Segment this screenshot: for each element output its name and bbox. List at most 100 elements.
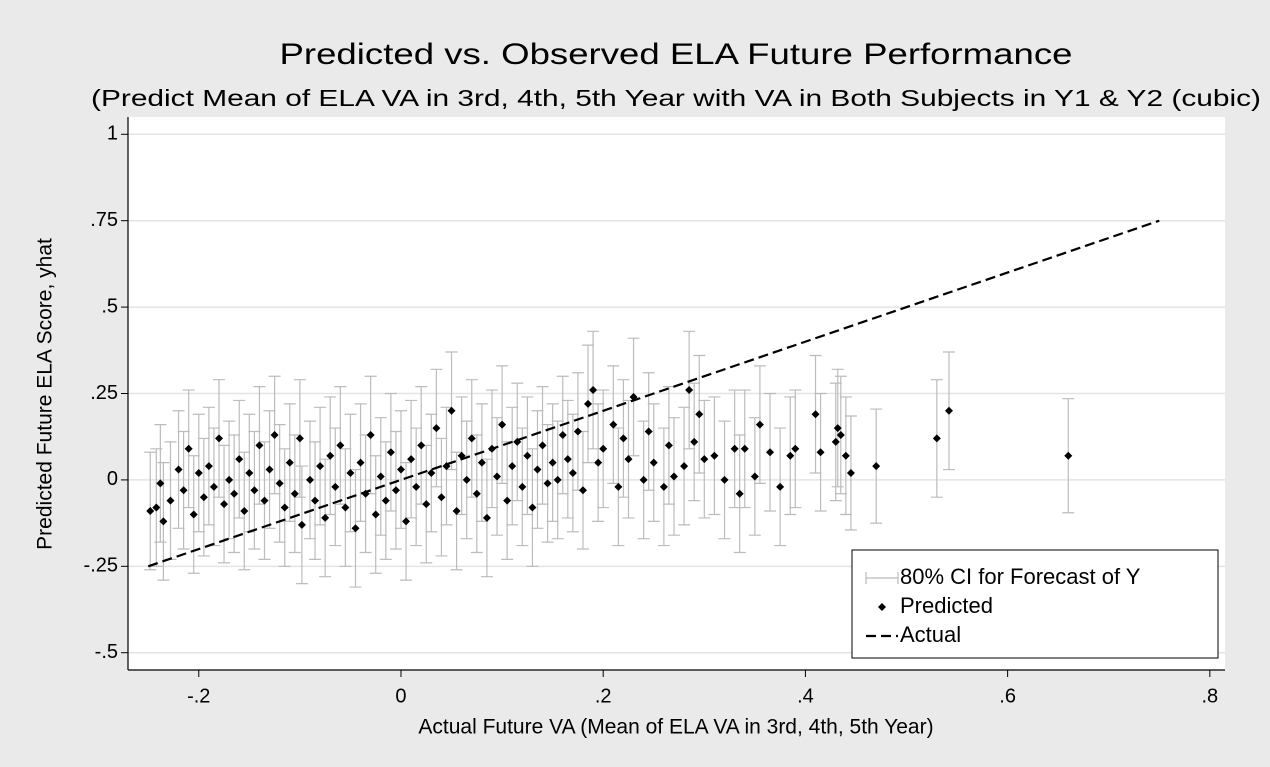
- point: [750, 472, 759, 481]
- point: [174, 465, 183, 474]
- point: [311, 496, 320, 505]
- y-tick-label: -.5: [95, 641, 118, 663]
- point: [735, 489, 744, 498]
- point: [295, 434, 304, 443]
- point: [366, 430, 375, 439]
- point: [589, 386, 598, 395]
- legend-symbol: [865, 572, 899, 584]
- point: [659, 482, 668, 491]
- point: [437, 493, 446, 502]
- point: [179, 486, 188, 495]
- point: [376, 472, 385, 481]
- point: [811, 410, 820, 419]
- point: [568, 468, 577, 477]
- y-tick-label: 1: [107, 123, 118, 145]
- point: [816, 448, 825, 457]
- points: [146, 386, 1073, 533]
- point: [482, 513, 491, 522]
- point: [740, 444, 749, 453]
- point: [442, 462, 451, 471]
- point: [477, 458, 486, 467]
- axes: -.5 -.25 0 .25 .5 .75 1 -.2 0 .2 .4 .6 .8: [84, 117, 1225, 707]
- point: [336, 441, 345, 450]
- point: [508, 462, 517, 471]
- x-tick-label: 0: [395, 685, 406, 707]
- point: [297, 520, 306, 529]
- point: [487, 444, 496, 453]
- point: [255, 441, 264, 450]
- point: [152, 503, 161, 512]
- point: [629, 392, 638, 401]
- point: [280, 503, 289, 512]
- point: [730, 444, 739, 453]
- point: [700, 455, 709, 464]
- point: [290, 489, 299, 498]
- point: [189, 510, 198, 519]
- point: [225, 475, 234, 484]
- point: [584, 399, 593, 408]
- point: [417, 441, 426, 450]
- point: [558, 430, 567, 439]
- point: [538, 441, 547, 450]
- point: [836, 430, 845, 439]
- point: [695, 410, 704, 419]
- point: [184, 444, 193, 453]
- point: [156, 479, 165, 488]
- point: [872, 462, 881, 471]
- point: [245, 468, 254, 477]
- point: [791, 444, 800, 453]
- actual-line: [147, 219, 1160, 568]
- point: [680, 462, 689, 471]
- point: [447, 406, 456, 415]
- x-axis-label: Actual Future VA (Mean of ELA VA in 3rd,…: [418, 716, 933, 739]
- x-tick-label: .4: [797, 685, 814, 707]
- point: [402, 517, 411, 526]
- point: [265, 465, 274, 474]
- point: [391, 486, 400, 495]
- point: [467, 434, 476, 443]
- point: [669, 472, 678, 481]
- grid: [128, 133, 1225, 654]
- point: [599, 444, 608, 453]
- point: [523, 451, 532, 460]
- point: [220, 500, 229, 509]
- point: [614, 482, 623, 491]
- point: [462, 475, 471, 484]
- point: [214, 434, 223, 443]
- point: [690, 437, 699, 446]
- y-tick-label: .25: [90, 382, 118, 404]
- point: [710, 451, 719, 460]
- y-tick-label: .5: [101, 295, 118, 317]
- y-tick-label: .75: [90, 209, 118, 231]
- point: [316, 462, 325, 471]
- point: [664, 441, 673, 450]
- point: [609, 420, 618, 429]
- point: [166, 496, 175, 505]
- point: [159, 517, 168, 526]
- y-tick-label: -.25: [84, 555, 118, 577]
- point: [649, 458, 658, 467]
- point: [543, 479, 552, 488]
- lines: [147, 219, 1160, 568]
- point: [381, 496, 390, 505]
- point: [841, 451, 850, 460]
- legend-label: Actual: [900, 622, 961, 647]
- point: [1064, 451, 1073, 460]
- point: [831, 437, 840, 446]
- y-axis-label: Predicted Future ELA Score, yhat: [34, 238, 57, 550]
- point: [235, 455, 244, 464]
- point: [513, 437, 522, 446]
- x-tick-label: -.2: [187, 685, 210, 707]
- point: [472, 489, 481, 498]
- point: [573, 427, 582, 436]
- point: [331, 482, 340, 491]
- point: [563, 455, 572, 464]
- legend: 80% CI for Forecast of Y Predicted Actual: [851, 549, 1219, 659]
- point: [833, 424, 842, 433]
- point: [326, 451, 335, 460]
- point: [305, 475, 314, 484]
- point: [553, 475, 562, 484]
- point: [275, 479, 284, 488]
- point: [204, 462, 213, 471]
